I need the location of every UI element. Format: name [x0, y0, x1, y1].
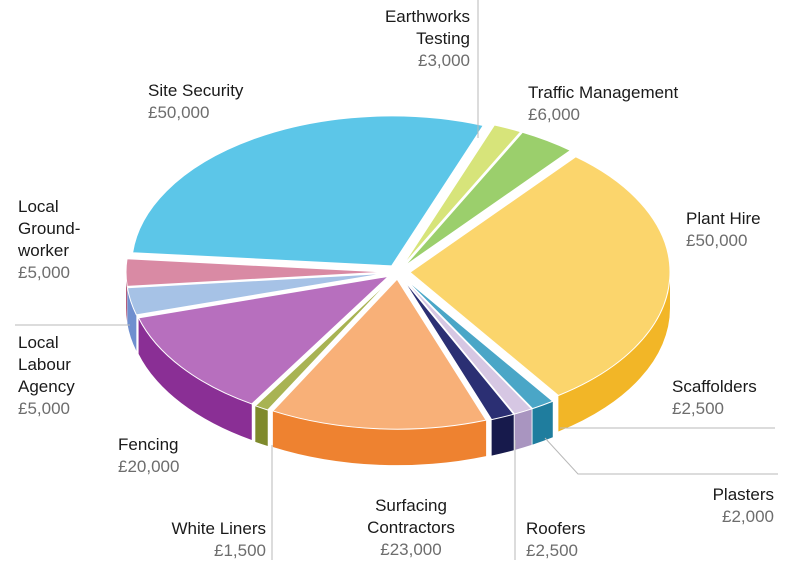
label-local-labour-agency: Local Labour Agency £5,000: [18, 332, 75, 420]
label-name: Traffic Management: [528, 83, 679, 102]
pie-slice-local-ground-worker: [125, 258, 387, 287]
pie-slice-plant-hire: [409, 156, 671, 397]
pie-slice-earthworks-testing: [402, 124, 522, 266]
pie-slice-white-liners: [254, 277, 393, 411]
label-value: £2,000: [722, 507, 774, 526]
pie-sides: [126, 272, 670, 466]
label-white-liners: White Liners £1,500: [172, 518, 266, 562]
label-value: £20,000: [118, 457, 180, 476]
pie-side-plant-hire: [558, 272, 670, 432]
pie-side-white-liners: [255, 405, 268, 446]
label-value: £50,000: [148, 103, 210, 122]
pie-slice-local-labour-agency: [126, 272, 387, 316]
label-value: £2,500: [672, 399, 724, 418]
label-name: Scaffolders: [672, 377, 757, 396]
label-traffic-management: Traffic Management £6,000: [528, 82, 678, 126]
label-value: £6,000: [528, 105, 580, 124]
pie-side-scaffolders: [532, 401, 553, 445]
pie-tops: [125, 115, 671, 430]
label-name: Local Ground- worker: [18, 197, 81, 260]
leader-line-plasters: [544, 437, 778, 475]
label-value: £5,000: [18, 263, 70, 282]
label-local-groundworker: Local Ground- worker £5,000: [18, 196, 80, 284]
label-value: £5,000: [18, 399, 70, 418]
label-value: £2,500: [526, 541, 578, 560]
label-name: Site Security: [148, 81, 244, 100]
label-value: £3,000: [418, 51, 470, 70]
pie-side-surfacing-contractors: [272, 410, 487, 466]
pie-slice-fencing: [137, 275, 390, 405]
leader-lines: [15, 0, 778, 560]
label-value: £1,500: [214, 541, 266, 560]
label-plasters: Plasters £2,000: [713, 484, 774, 528]
pie-side-plasters: [514, 408, 532, 451]
label-name: Plant Hire: [686, 209, 761, 228]
label-plant-hire: Plant Hire £50,000: [686, 208, 761, 252]
pie-slice-scaffolders: [404, 277, 554, 410]
label-value: £23,000: [380, 540, 442, 559]
label-scaffolders: Scaffolders £2,500: [672, 376, 757, 420]
pie-slice-traffic-management: [404, 131, 572, 267]
pie-slice-surfacing-contractors: [271, 278, 487, 430]
label-value: £50,000: [686, 231, 748, 250]
label-name: Surfacing Contractors: [367, 496, 455, 537]
pie-side-fencing: [138, 317, 252, 440]
label-name: Roofers: [526, 519, 586, 538]
pie-slice-plasters: [403, 278, 533, 415]
label-name: Plasters: [712, 485, 774, 504]
pie-slice-site-security: [132, 115, 485, 267]
pie-side-local-labour-agency: [127, 287, 137, 351]
label-earthworks-testing: Earthworks Testing £3,000: [385, 6, 470, 72]
label-name: Local Labour Agency: [18, 333, 75, 396]
label-name: White Liners: [171, 519, 266, 538]
pie-side-roofers: [491, 414, 514, 456]
label-name: Fencing: [118, 435, 179, 454]
label-name: Earthworks Testing: [384, 7, 470, 48]
label-fencing: Fencing £20,000: [118, 434, 179, 478]
label-surfacing-contractors: Surfacing Contractors £23,000: [346, 495, 476, 561]
pie-slice-roofers: [402, 278, 515, 421]
label-site-security: Site Security £50,000: [148, 80, 243, 124]
label-roofers: Roofers £2,500: [526, 518, 586, 562]
